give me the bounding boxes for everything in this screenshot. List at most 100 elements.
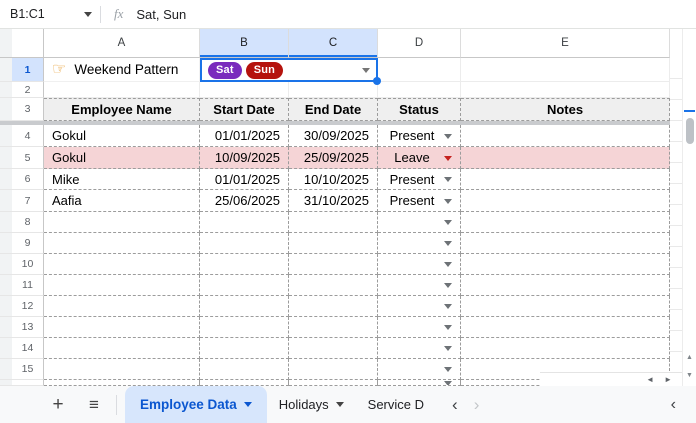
chip-sat[interactable]: Sat — [208, 61, 242, 79]
cell-C2[interactable] — [289, 82, 378, 98]
cell-C6[interactable]: 10/10/2025 — [289, 169, 378, 190]
select-all-corner[interactable] — [0, 29, 44, 58]
sheet-tab-holidays[interactable]: Holidays — [267, 386, 356, 423]
status-dropdown-icon[interactable] — [444, 283, 452, 288]
row-header-6[interactable]: 6 — [0, 169, 44, 190]
cell-C5[interactable]: 25/09/2025 — [289, 147, 378, 169]
cell-E2[interactable] — [461, 82, 670, 98]
cell-C9[interactable] — [289, 233, 378, 254]
cell-A10[interactable] — [44, 254, 200, 275]
cell-C4[interactable]: 30/09/2025 — [289, 125, 378, 147]
cell-D14[interactable] — [378, 338, 461, 359]
status-dropdown-icon[interactable] — [444, 367, 452, 372]
cell-B14[interactable] — [200, 338, 289, 359]
horizontal-scrollbar[interactable]: ◄ ► — [540, 372, 682, 386]
row-header-4[interactable]: 4 — [0, 125, 44, 147]
row-header-10[interactable]: 10 — [0, 254, 44, 275]
cell-B4[interactable]: 01/01/2025 — [200, 125, 289, 147]
status-dropdown-icon[interactable] — [444, 262, 452, 267]
tab-dropdown-icon[interactable] — [243, 402, 252, 407]
cell-E10[interactable] — [461, 254, 670, 275]
row-header-1[interactable]: 1 — [0, 58, 44, 82]
status-dropdown-icon[interactable] — [444, 198, 452, 204]
row-header-3[interactable]: 3 — [0, 98, 44, 121]
chip-sun[interactable]: Sun — [245, 61, 284, 79]
cell-D7[interactable]: Present — [378, 190, 461, 212]
cell-E12[interactable] — [461, 296, 670, 317]
row-header-partial[interactable] — [0, 380, 44, 386]
status-dropdown-icon[interactable] — [444, 304, 452, 309]
cell-C16[interactable] — [289, 380, 378, 386]
chip-dropdown-icon[interactable] — [362, 67, 370, 73]
status-dropdown-icon[interactable] — [444, 380, 452, 385]
cell-D8[interactable] — [378, 212, 461, 233]
cell-E14[interactable] — [461, 338, 670, 359]
sheet-tab-service[interactable]: Service D — [356, 386, 436, 423]
cell-E13[interactable] — [461, 317, 670, 338]
scroll-down-icon[interactable]: ▼ — [686, 372, 693, 379]
status-dropdown-icon[interactable] — [444, 346, 452, 351]
tab-dropdown-icon[interactable] — [335, 402, 344, 407]
cell-A8[interactable] — [44, 212, 200, 233]
table-header-notes[interactable]: Notes — [461, 98, 670, 121]
cell-A5[interactable]: Gokul — [44, 147, 200, 169]
formula-input[interactable]: Sat, Sun — [136, 6, 187, 22]
cell-D1[interactable] — [378, 58, 461, 82]
fill-handle[interactable] — [373, 77, 381, 85]
cell-E5[interactable] — [461, 147, 670, 169]
cell-B7[interactable]: 25/06/2025 — [200, 190, 289, 212]
vertical-scrollbar[interactable]: ▲ ▼ — [682, 29, 696, 386]
scroll-left-icon[interactable]: ◄ — [646, 374, 655, 384]
name-box-dropdown-icon[interactable] — [84, 11, 92, 17]
row-header-5[interactable]: 5 — [0, 147, 44, 169]
cell-D9[interactable] — [378, 233, 461, 254]
cell-E9[interactable] — [461, 233, 670, 254]
cell-D12[interactable] — [378, 296, 461, 317]
cell-A6[interactable]: Mike — [44, 169, 200, 190]
cell-A13[interactable] — [44, 317, 200, 338]
status-dropdown-icon[interactable] — [444, 241, 452, 246]
cell-B8[interactable] — [200, 212, 289, 233]
cell-A7[interactable]: Aafia — [44, 190, 200, 212]
vertical-scrollbar-thumb[interactable] — [686, 118, 694, 144]
add-sheet-button[interactable]: + — [46, 394, 70, 416]
cell-B15[interactable] — [200, 359, 289, 380]
all-sheets-button[interactable]: ≡ — [82, 395, 106, 415]
cell-A9[interactable] — [44, 233, 200, 254]
cell-D5[interactable]: Leave — [378, 147, 461, 169]
cell-E11[interactable] — [461, 275, 670, 296]
status-dropdown-icon[interactable] — [444, 220, 452, 225]
table-header-employee-name[interactable]: Employee Name — [44, 98, 200, 121]
cell-A16[interactable] — [44, 380, 200, 386]
column-header-E[interactable]: E — [461, 29, 670, 58]
cell-A2[interactable] — [44, 82, 200, 98]
cell-E4[interactable] — [461, 125, 670, 147]
table-header-status[interactable]: Status — [378, 98, 461, 121]
column-header-B[interactable]: B — [200, 29, 289, 58]
table-header-start-date[interactable]: Start Date — [200, 98, 289, 121]
cell-C10[interactable] — [289, 254, 378, 275]
row-header-9[interactable]: 9 — [0, 233, 44, 254]
status-dropdown-icon[interactable] — [444, 177, 452, 182]
column-header-C[interactable]: C — [289, 29, 378, 58]
row-header-11[interactable]: 11 — [0, 275, 44, 296]
scroll-up-icon[interactable]: ▲ — [686, 354, 693, 361]
row-header-13[interactable]: 13 — [0, 317, 44, 338]
cell-A4[interactable]: Gokul — [44, 125, 200, 147]
cell-A14[interactable] — [44, 338, 200, 359]
status-dropdown-icon[interactable] — [444, 155, 452, 161]
cell-D15[interactable] — [378, 359, 461, 380]
column-header-A[interactable]: A — [44, 29, 200, 58]
cell-C7[interactable]: 31/10/2025 — [289, 190, 378, 212]
cell-A15[interactable] — [44, 359, 200, 380]
cell-D6[interactable]: Present — [378, 169, 461, 190]
sheet-tab-employee-data[interactable]: Employee Data — [125, 386, 267, 423]
cell-C11[interactable] — [289, 275, 378, 296]
cell-D11[interactable] — [378, 275, 461, 296]
row-header-12[interactable]: 12 — [0, 296, 44, 317]
cell-C13[interactable] — [289, 317, 378, 338]
cell-A11[interactable] — [44, 275, 200, 296]
status-dropdown-icon[interactable] — [444, 133, 452, 139]
selected-cell-b1c1[interactable]: Sat Sun — [200, 58, 381, 85]
cell-B16[interactable] — [200, 380, 289, 386]
